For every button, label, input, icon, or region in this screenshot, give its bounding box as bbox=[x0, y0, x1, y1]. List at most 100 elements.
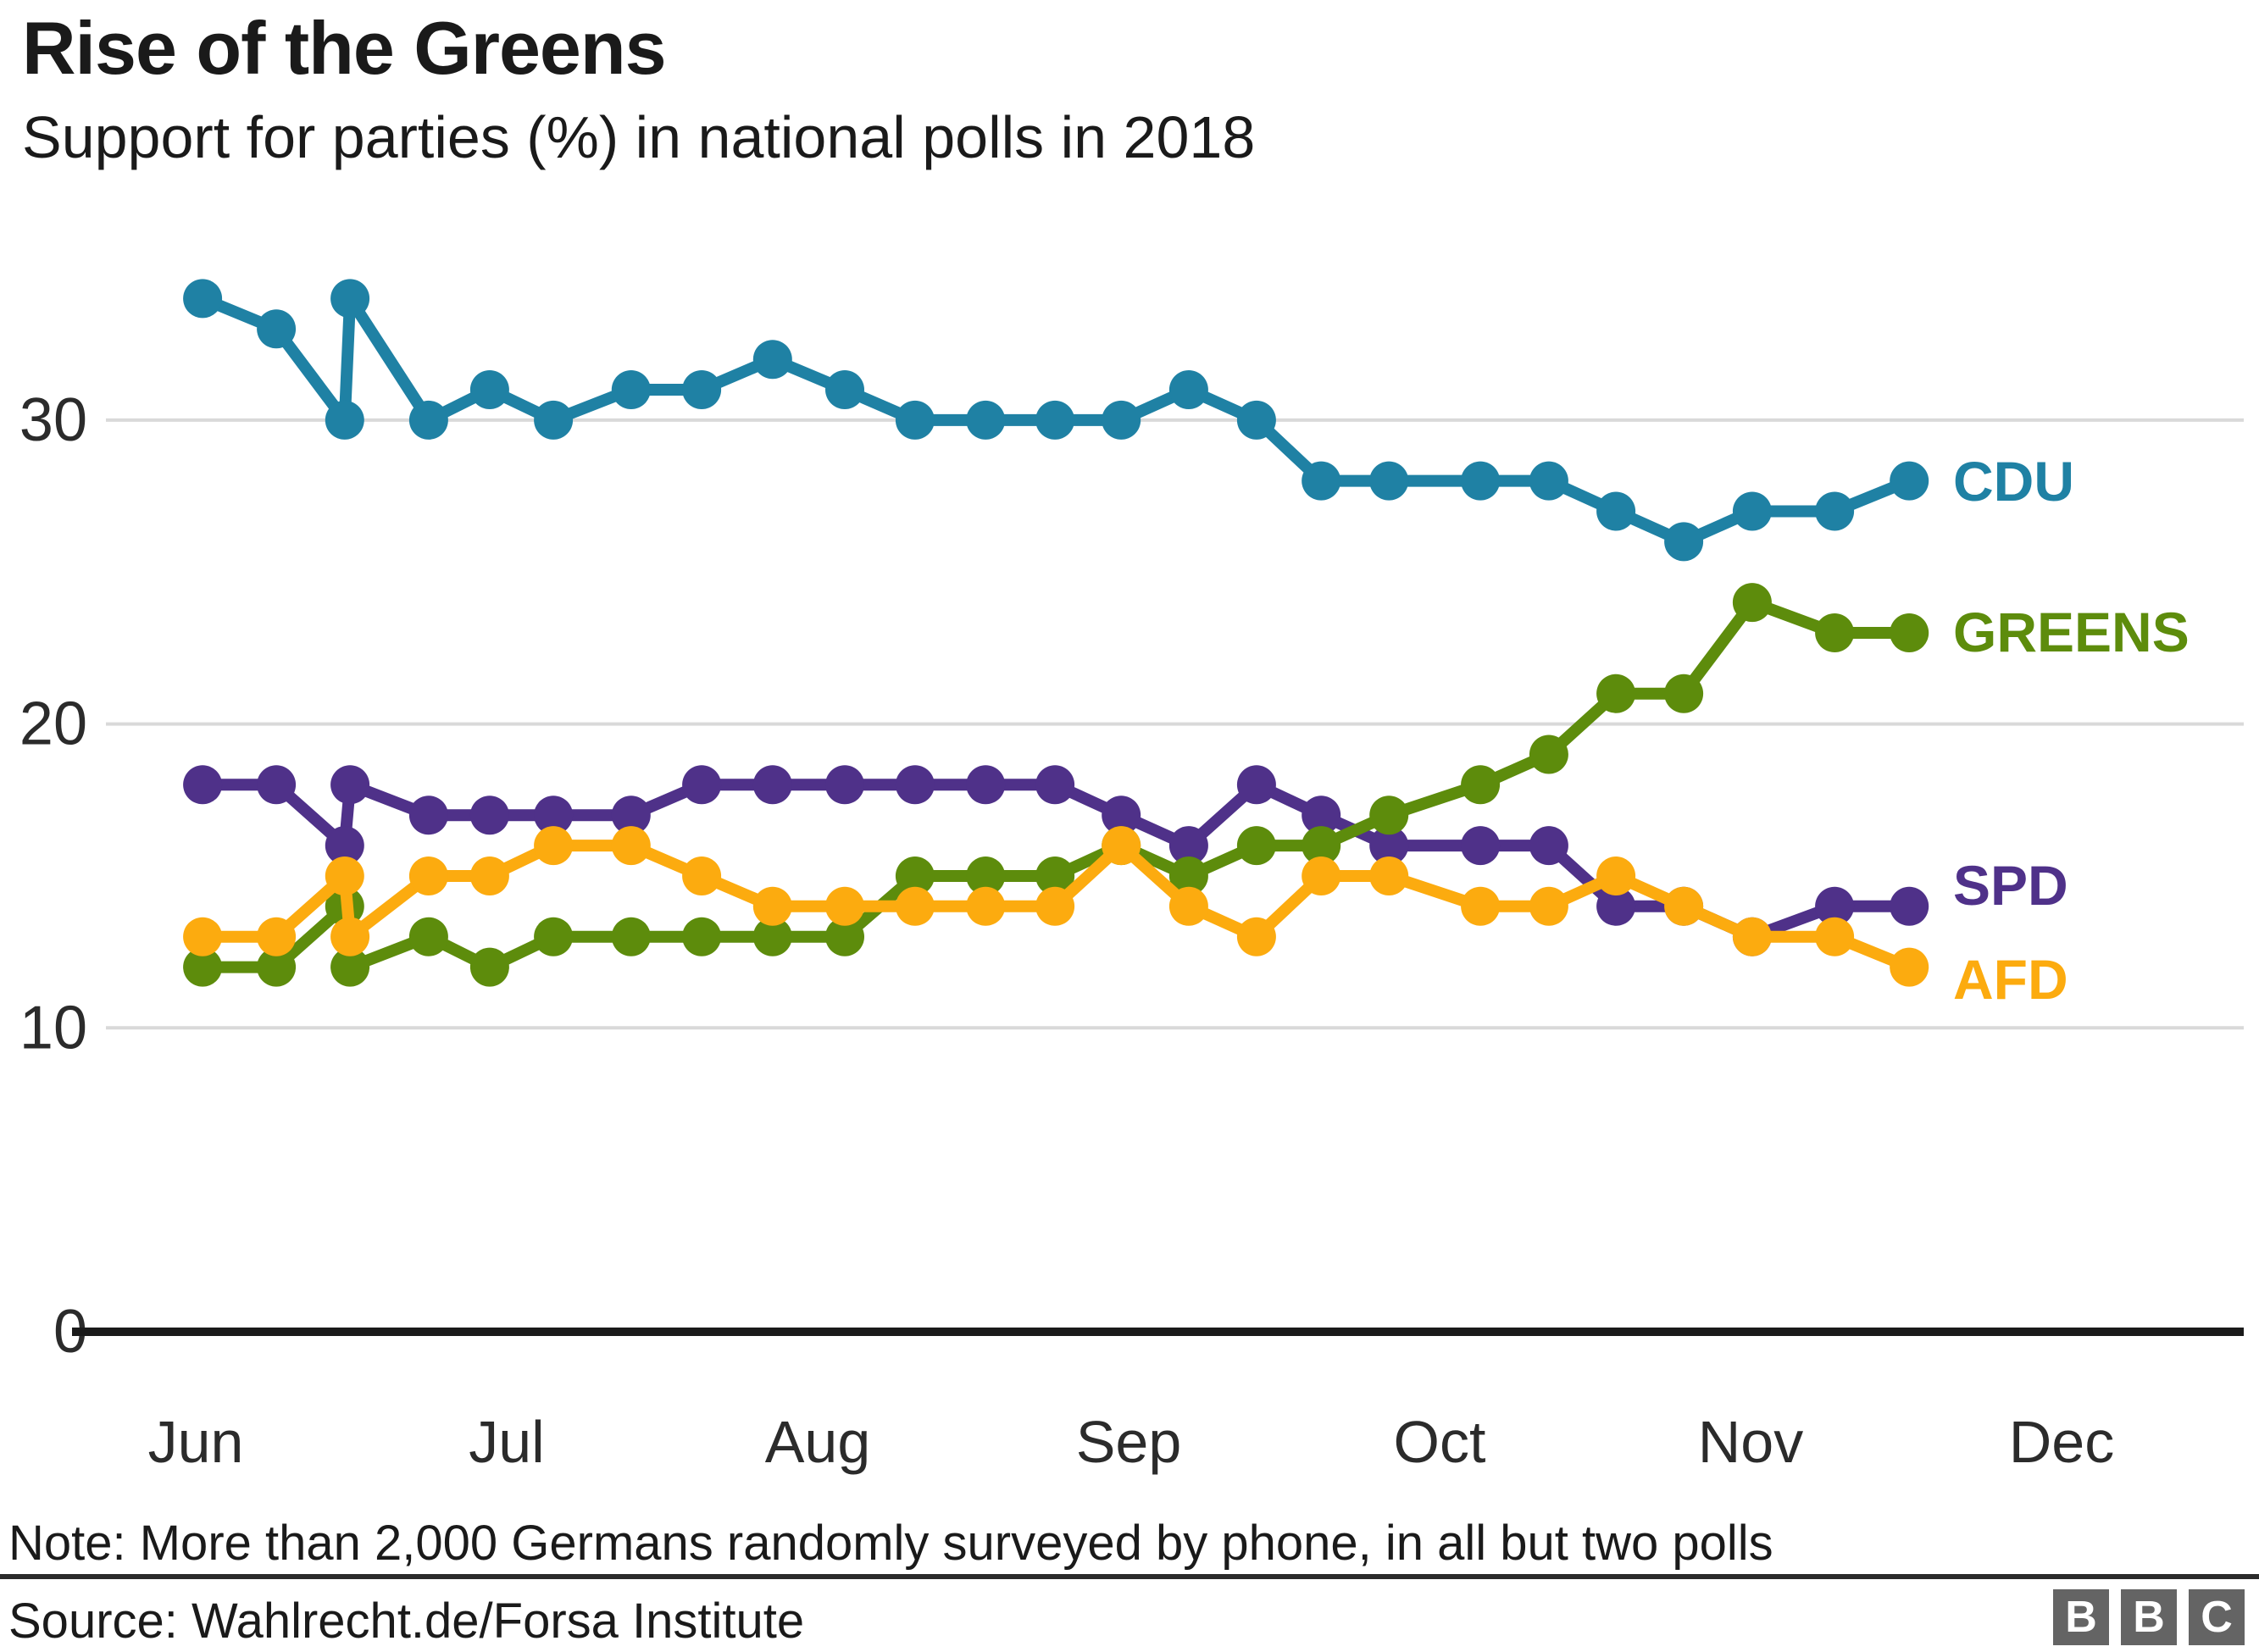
x-tick-label-dec: Dec bbox=[2009, 1409, 2114, 1475]
data-point-cdu bbox=[1890, 461, 1929, 501]
y-tick-label-30: 30 bbox=[19, 386, 87, 454]
bbc-logo: B B C bbox=[2053, 1589, 2245, 1645]
data-point-afd bbox=[257, 917, 297, 956]
data-point-spd bbox=[611, 796, 651, 835]
data-point-spd bbox=[1529, 826, 1568, 866]
data-point-greens bbox=[330, 947, 370, 987]
data-point-afd bbox=[825, 886, 864, 926]
data-point-afd bbox=[682, 856, 722, 895]
data-point-spd bbox=[1168, 826, 1208, 866]
data-point-greens bbox=[1236, 826, 1276, 866]
chart-source: Source: Wahlrecht.de/Forsa Institute bbox=[8, 1594, 805, 1649]
data-point-afd bbox=[611, 826, 651, 866]
data-point-cdu bbox=[752, 340, 792, 380]
data-point-afd bbox=[1302, 856, 1341, 895]
data-point-afd bbox=[408, 856, 448, 895]
data-point-afd bbox=[966, 886, 1006, 926]
data-point-cdu bbox=[1596, 491, 1636, 531]
data-point-cdu bbox=[183, 279, 223, 319]
data-point-spd bbox=[752, 765, 792, 805]
data-point-cdu bbox=[1664, 522, 1704, 562]
data-point-greens bbox=[1369, 796, 1409, 835]
x-tick-label-nov: Nov bbox=[1698, 1409, 1803, 1475]
data-point-cdu bbox=[330, 279, 370, 319]
data-point-spd bbox=[1890, 886, 1929, 926]
data-point-cdu bbox=[895, 400, 935, 440]
data-point-greens bbox=[257, 947, 297, 987]
data-point-afd bbox=[534, 826, 574, 866]
x-tick-label-aug: Aug bbox=[765, 1409, 871, 1475]
data-point-cdu bbox=[408, 400, 448, 440]
data-point-cdu bbox=[1102, 400, 1141, 440]
data-point-greens bbox=[1664, 674, 1704, 713]
data-point-afd bbox=[1102, 826, 1141, 866]
data-point-spd bbox=[183, 765, 223, 805]
data-point-greens bbox=[534, 917, 574, 956]
data-point-cdu bbox=[611, 370, 651, 409]
data-point-cdu bbox=[1236, 400, 1276, 440]
data-point-afd bbox=[1236, 917, 1276, 956]
data-point-cdu bbox=[1732, 491, 1772, 531]
data-point-greens bbox=[966, 856, 1006, 895]
data-point-afd bbox=[1596, 856, 1636, 895]
data-point-greens bbox=[1168, 856, 1208, 895]
data-point-spd bbox=[1236, 765, 1276, 805]
data-point-spd bbox=[1035, 765, 1075, 805]
series-label-afd: AFD bbox=[1953, 948, 2068, 1011]
data-point-greens bbox=[1529, 735, 1568, 774]
bbc-logo-block: B bbox=[2121, 1589, 2177, 1645]
data-point-cdu bbox=[1815, 491, 1855, 531]
data-point-greens bbox=[825, 917, 864, 956]
data-point-spd bbox=[257, 765, 297, 805]
chart-subtitle: Support for parties (%) in national poll… bbox=[22, 104, 1256, 170]
data-point-spd bbox=[330, 765, 370, 805]
bbc-logo-block: B bbox=[2053, 1589, 2109, 1645]
data-point-spd bbox=[1461, 826, 1501, 866]
data-point-spd bbox=[1369, 826, 1409, 866]
page-title: Rise of the Greens bbox=[22, 6, 667, 90]
data-point-afd bbox=[1529, 886, 1568, 926]
bbc-logo-block: C bbox=[2189, 1589, 2245, 1645]
data-point-greens bbox=[1302, 826, 1341, 866]
data-point-afd bbox=[1732, 917, 1772, 956]
data-point-spd bbox=[469, 796, 509, 835]
y-tick-label-20: 20 bbox=[19, 690, 87, 758]
data-point-afd bbox=[1815, 917, 1855, 956]
x-tick-label-sep: Sep bbox=[1076, 1409, 1182, 1475]
data-point-greens bbox=[1815, 613, 1855, 652]
series-label-spd: SPD bbox=[1953, 854, 2068, 917]
data-point-cdu bbox=[325, 400, 364, 440]
data-point-greens bbox=[1035, 856, 1075, 895]
data-point-afd bbox=[1369, 856, 1409, 895]
data-point-afd bbox=[183, 917, 223, 956]
data-point-cdu bbox=[1461, 461, 1501, 501]
data-point-cdu bbox=[1529, 461, 1568, 501]
data-point-afd bbox=[1664, 886, 1704, 926]
x-tick-label-jun: Jun bbox=[148, 1409, 244, 1475]
data-point-greens bbox=[1732, 583, 1772, 623]
data-point-greens bbox=[682, 917, 722, 956]
data-point-spd bbox=[1596, 886, 1636, 926]
data-point-afd bbox=[1168, 886, 1208, 926]
data-point-greens bbox=[469, 947, 509, 987]
series-label-cdu: CDU bbox=[1953, 450, 2074, 513]
data-point-afd bbox=[895, 886, 935, 926]
data-point-greens bbox=[1596, 674, 1636, 713]
data-point-cdu bbox=[469, 370, 509, 409]
data-point-greens bbox=[611, 917, 651, 956]
data-point-greens bbox=[1461, 765, 1501, 805]
data-point-afd bbox=[1461, 886, 1501, 926]
data-point-greens bbox=[183, 947, 223, 987]
data-point-greens bbox=[1890, 613, 1929, 652]
data-point-afd bbox=[1035, 886, 1075, 926]
data-point-cdu bbox=[682, 370, 722, 409]
data-point-spd bbox=[682, 765, 722, 805]
data-point-afd bbox=[330, 917, 370, 956]
data-point-cdu bbox=[1168, 370, 1208, 409]
data-point-cdu bbox=[534, 400, 574, 440]
data-point-cdu bbox=[966, 400, 1006, 440]
data-point-cdu bbox=[1369, 461, 1409, 501]
data-point-spd bbox=[895, 765, 935, 805]
